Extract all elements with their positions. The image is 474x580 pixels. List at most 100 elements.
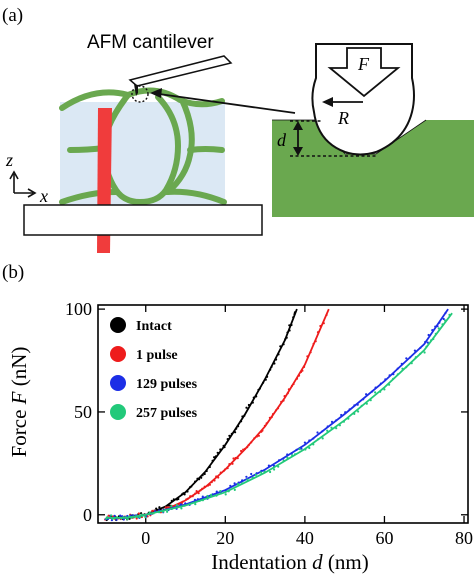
data-point [188, 503, 191, 506]
data-point [284, 338, 287, 341]
data-point [167, 504, 170, 507]
data-point [273, 362, 276, 365]
force-indentation-chart: 0 20 40 60 80 0 50 100 Intact 1 pulse 129 pulses 25… [65, 299, 473, 548]
coordinate-axes [9, 170, 37, 198]
data-point [118, 516, 121, 519]
data-point [214, 455, 217, 458]
data-point [279, 345, 282, 348]
data-point [113, 517, 116, 520]
data-point [213, 456, 216, 459]
data-point [172, 498, 175, 501]
y-axis-label: Force F (nN) [7, 347, 31, 458]
data-point [228, 434, 231, 437]
data-point [312, 342, 315, 346]
data-point [434, 325, 437, 328]
data-point [405, 357, 408, 360]
data-point [424, 340, 427, 344]
data-point [152, 512, 155, 515]
data-point [286, 392, 289, 395]
x-tick-label: 60 [375, 528, 393, 548]
data-point [193, 498, 197, 501]
data-point [360, 404, 363, 407]
data-point [250, 472, 253, 476]
data-point [232, 457, 235, 460]
data-point [374, 386, 377, 389]
data-point [233, 488, 236, 491]
data-point [436, 325, 439, 328]
data-point [262, 381, 265, 384]
data-point [298, 448, 301, 451]
data-point [335, 427, 338, 430]
data-point [319, 324, 322, 328]
data-point [438, 321, 441, 324]
data-point [201, 474, 204, 477]
data-point [206, 494, 209, 498]
data-point [282, 399, 285, 402]
data-point [353, 412, 356, 415]
data-point [223, 446, 226, 449]
data-point [186, 490, 189, 493]
data-point [236, 457, 239, 460]
data-point [317, 438, 320, 441]
data-point [115, 518, 118, 521]
data-point [208, 483, 211, 486]
x-tick-label: 80 [455, 528, 473, 548]
data-point [306, 355, 309, 358]
data-point [126, 514, 129, 518]
data-point [246, 446, 249, 449]
data-point [294, 453, 297, 456]
data-point [136, 516, 139, 519]
data-point [335, 419, 338, 422]
data-point [240, 449, 243, 453]
data-point [430, 339, 433, 342]
plot-frame [97, 304, 469, 524]
afm-cantilever [128, 55, 233, 87]
data-point [179, 503, 182, 506]
data-point [211, 459, 214, 462]
force-symbol: F [357, 54, 370, 74]
x-tick-label: 20 [216, 528, 234, 548]
legend-label: 129 pulses [136, 377, 198, 392]
data-point [243, 414, 246, 417]
data-point [234, 456, 237, 460]
data-point [268, 416, 271, 419]
data-point [300, 447, 303, 450]
data-point [330, 420, 334, 423]
x-axis-label-symbol: d [312, 550, 323, 574]
data-point [340, 413, 343, 417]
data-point [388, 383, 391, 386]
data-point [241, 479, 244, 482]
data-point [263, 470, 266, 473]
data-point [119, 514, 122, 517]
data-point [444, 311, 447, 315]
y-tick-label: 100 [65, 299, 92, 319]
data-point [338, 424, 341, 427]
data-point [322, 322, 325, 325]
data-point [283, 395, 286, 398]
data-point [196, 498, 199, 501]
data-point [206, 484, 209, 487]
data-point [392, 377, 395, 380]
data-point [413, 349, 416, 352]
data-point [437, 327, 440, 330]
data-point [425, 345, 428, 348]
data-point [203, 472, 206, 476]
depth-symbol: d [277, 130, 287, 150]
data-point [271, 413, 275, 416]
data-point [434, 332, 437, 335]
data-point [175, 504, 178, 507]
data-point [228, 463, 231, 466]
data-point [245, 406, 248, 409]
data-point [213, 479, 216, 482]
data-point [275, 358, 278, 361]
data-point [392, 373, 395, 376]
data-point [177, 503, 180, 506]
data-point [273, 468, 276, 471]
depth-arrowhead-top [293, 121, 303, 130]
depth-arrowhead-bottom [293, 147, 303, 156]
data-point [260, 469, 263, 472]
data-point [265, 422, 268, 425]
data-point [236, 483, 240, 486]
data-point [277, 465, 280, 468]
data-point [126, 518, 129, 521]
